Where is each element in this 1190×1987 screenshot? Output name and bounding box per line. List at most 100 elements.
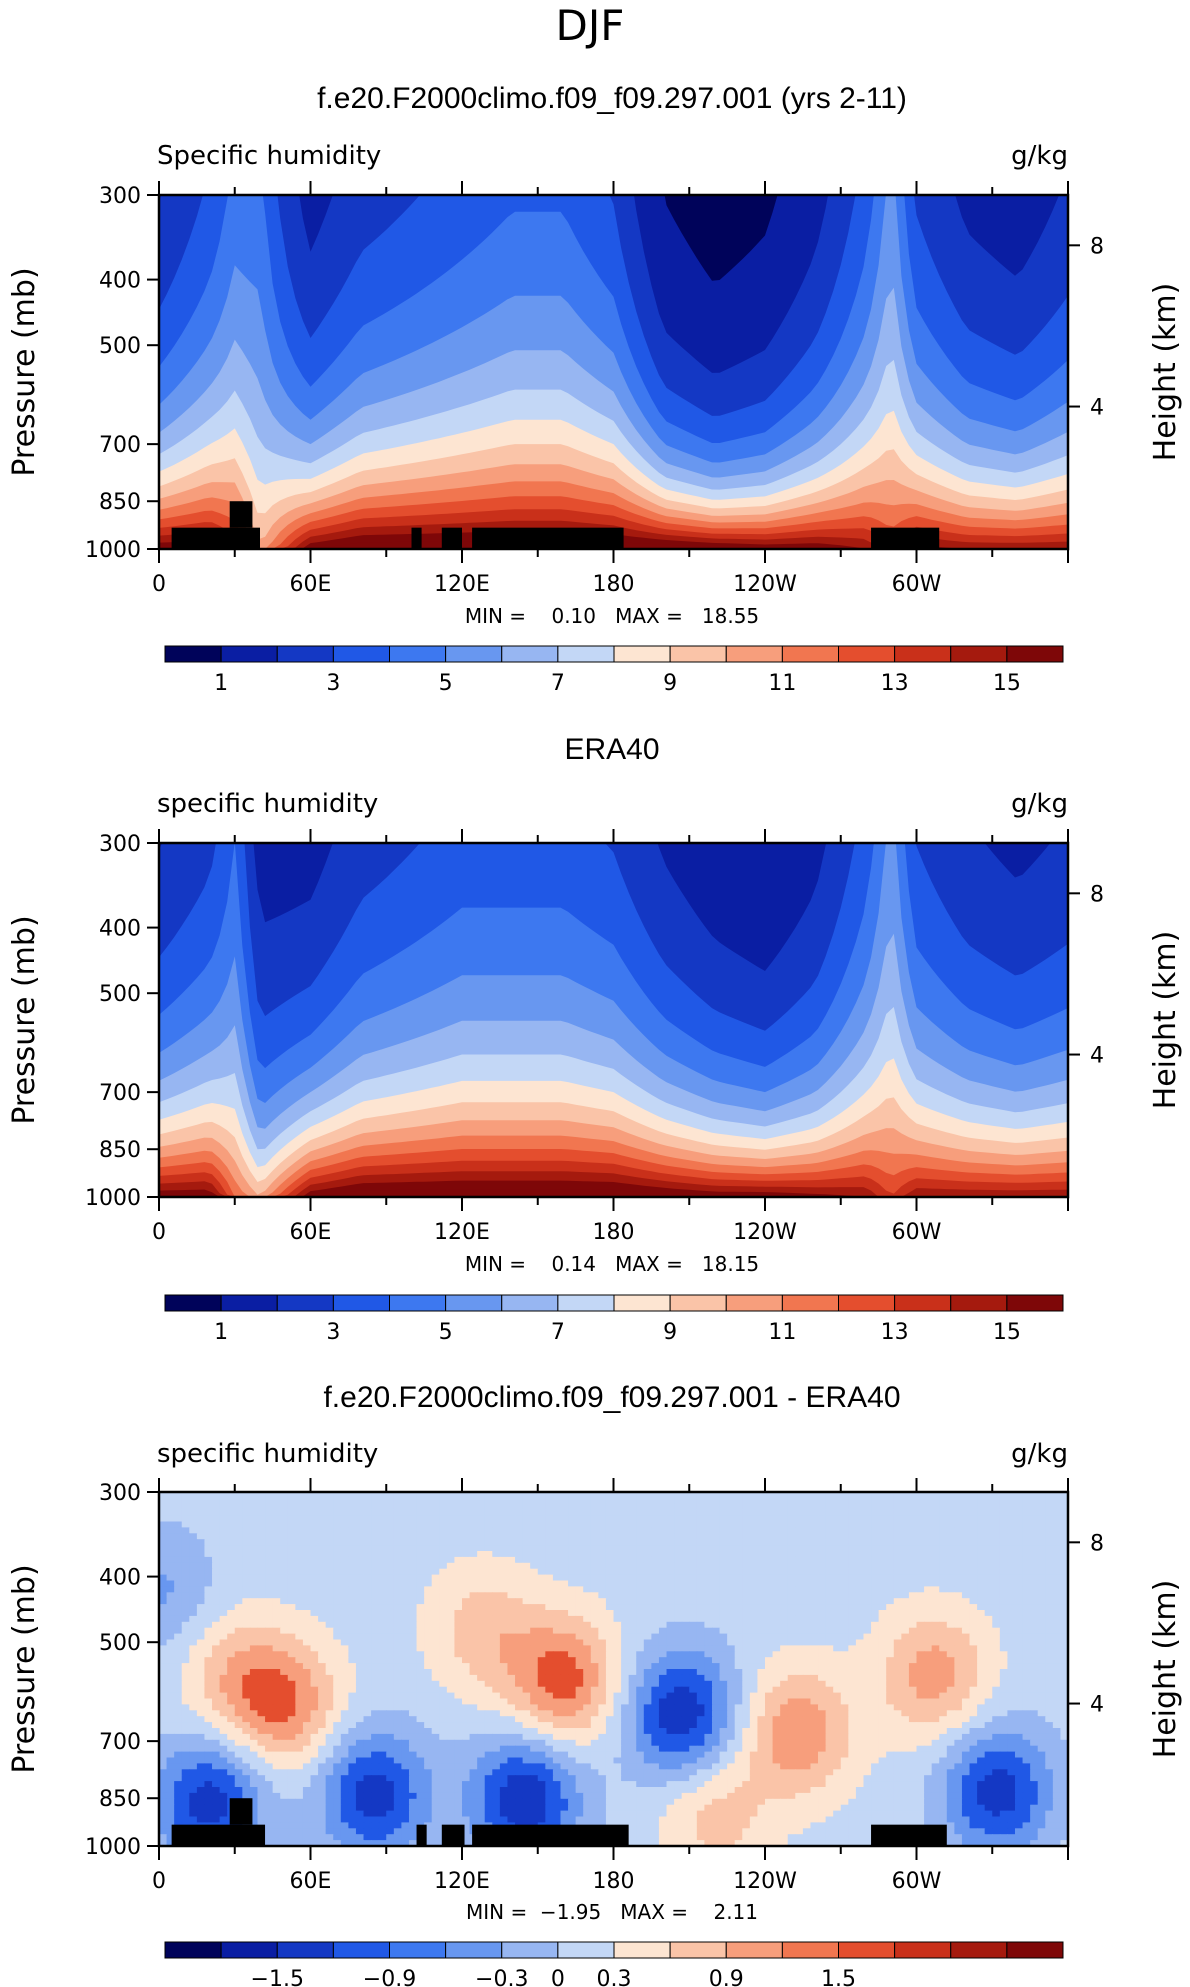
difference-cell [287, 1545, 296, 1552]
difference-cell [1037, 1568, 1046, 1576]
difference-cell [734, 1657, 743, 1664]
difference-cell [901, 1633, 910, 1641]
difference-cell [196, 1680, 206, 1688]
difference-cell [196, 1657, 206, 1664]
difference-cell [954, 1503, 963, 1511]
difference-cell [545, 1639, 554, 1646]
difference-cell [159, 1674, 168, 1682]
difference-cell [166, 1503, 175, 1511]
difference-cell [280, 1680, 289, 1688]
difference-cell [825, 1663, 834, 1670]
difference-cell [348, 1610, 357, 1617]
difference-cell [159, 1680, 168, 1688]
difference-cell [552, 1645, 562, 1652]
difference-cell [893, 1710, 902, 1717]
difference-cell [310, 1497, 319, 1505]
difference-cell [515, 1610, 524, 1617]
difference-cell [818, 1521, 827, 1528]
difference-cell [522, 1604, 531, 1611]
difference-cell [287, 1556, 296, 1564]
difference-cell [355, 1598, 365, 1605]
difference-cell [598, 1680, 607, 1688]
difference-cell [840, 1533, 849, 1540]
difference-cell [181, 1545, 190, 1552]
difference-cell [674, 1515, 683, 1523]
difference-cell [689, 1503, 698, 1511]
difference-cell [787, 1663, 796, 1670]
difference-cell [462, 1598, 471, 1605]
difference-cell [658, 1704, 668, 1711]
difference-cell [462, 1633, 471, 1641]
difference-cell [196, 1604, 206, 1611]
difference-cell [621, 1722, 630, 1729]
difference-cell [393, 1698, 403, 1705]
difference-cell [583, 1521, 592, 1528]
difference-cell [583, 1533, 592, 1540]
difference-cell [552, 1598, 562, 1605]
difference-cell [643, 1645, 652, 1652]
difference-cell [249, 1722, 259, 1729]
difference-cell [333, 1598, 342, 1605]
difference-cell [946, 1574, 955, 1582]
difference-cell [977, 1586, 986, 1593]
difference-cell [878, 1710, 887, 1717]
difference-cell [257, 1657, 266, 1664]
difference-cell [552, 1568, 562, 1576]
difference-cell [484, 1621, 493, 1629]
difference-cell [159, 1716, 168, 1723]
difference-cell [386, 1527, 395, 1534]
difference-cell [711, 1598, 721, 1605]
difference-cell [1060, 1663, 1068, 1670]
difference-cell [583, 1639, 592, 1646]
difference-cell [257, 1604, 266, 1611]
difference-cell [583, 1592, 592, 1599]
difference-cell [219, 1639, 228, 1646]
difference-cell [204, 1610, 213, 1617]
difference-cell [810, 1639, 819, 1646]
difference-cell [658, 1621, 668, 1629]
difference-cell [711, 1562, 721, 1570]
difference-cell [424, 1521, 433, 1528]
difference-cell [371, 1533, 380, 1540]
difference-cell [855, 1574, 865, 1582]
difference-cell [166, 1551, 175, 1558]
difference-cell [424, 1503, 433, 1511]
difference-cell [189, 1645, 198, 1652]
difference-cell [318, 1669, 327, 1676]
difference-cell [886, 1651, 895, 1658]
difference-cell [530, 1710, 539, 1717]
difference-cell [393, 1663, 403, 1670]
difference-cell [499, 1698, 509, 1705]
difference-cell [1037, 1704, 1046, 1711]
difference-cell [727, 1509, 736, 1517]
difference-cell [946, 1639, 955, 1646]
difference-cell [492, 1533, 501, 1540]
difference-cell [704, 1704, 713, 1711]
difference-cell [439, 1598, 448, 1605]
difference-cell [568, 1551, 577, 1558]
difference-cell [727, 1615, 736, 1623]
difference-cell [931, 1651, 940, 1658]
difference-cell [704, 1598, 713, 1605]
difference-cell [795, 1592, 804, 1599]
difference-cell [515, 1492, 524, 1499]
difference-cell [598, 1615, 607, 1623]
difference-cell [212, 1562, 221, 1570]
difference-cell [1030, 1592, 1039, 1599]
difference-cell [689, 1716, 698, 1723]
difference-cell [916, 1580, 925, 1587]
difference-cell [651, 1698, 660, 1705]
difference-cell [272, 1497, 281, 1505]
difference-cell [371, 1515, 380, 1523]
difference-cell [795, 1627, 804, 1635]
difference-cell [696, 1515, 706, 1523]
difference-cell [386, 1639, 395, 1646]
difference-cell [908, 1568, 918, 1576]
difference-cell [378, 1610, 387, 1617]
difference-cell [825, 1551, 834, 1558]
difference-cell [333, 1492, 342, 1499]
difference-cell [863, 1497, 872, 1505]
difference-cell [219, 1586, 228, 1593]
difference-cell [969, 1497, 978, 1505]
colorbar-swatch [838, 1294, 896, 1312]
